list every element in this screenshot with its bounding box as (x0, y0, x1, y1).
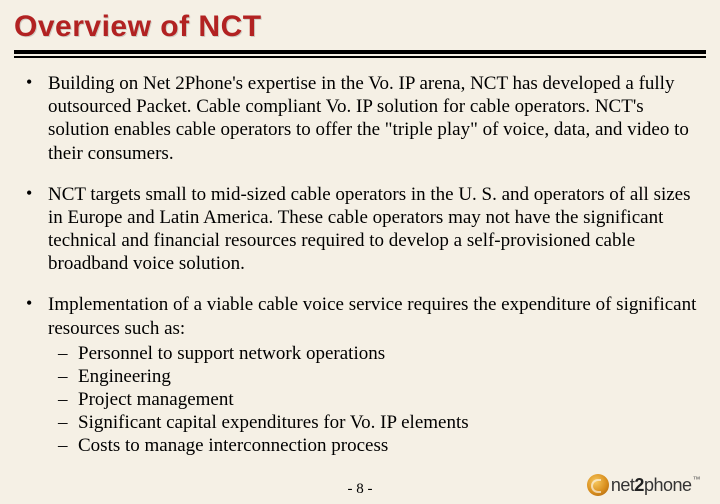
logo-prefix: net (611, 475, 635, 495)
bullet-list: Building on Net 2Phone's expertise in th… (18, 72, 702, 458)
slide-title: Overview of NCT (0, 0, 720, 48)
bullet-item: Building on Net 2Phone's expertise in th… (18, 72, 702, 165)
logo-bold: 2 (634, 475, 644, 495)
slide-content: Building on Net 2Phone's expertise in th… (0, 58, 720, 458)
sub-bullet-item: Costs to manage interconnection process (48, 434, 702, 457)
bullet-text: Implementation of a viable cable voice s… (48, 294, 696, 338)
logo-globe-icon (587, 474, 609, 496)
bullet-text: NCT targets small to mid-sized cable ope… (48, 184, 691, 275)
logo-tm: ™ (693, 475, 701, 484)
logo-text: net2phone™ (611, 475, 700, 496)
bullet-text: Building on Net 2Phone's expertise in th… (48, 73, 689, 164)
sub-bullet-item: Project management (48, 388, 702, 411)
slide: Overview of NCT Building on Net 2Phone's… (0, 0, 720, 504)
sub-bullet-item: Personnel to support network operations (48, 342, 702, 365)
sub-bullet-item: Significant capital expenditures for Vo.… (48, 411, 702, 434)
logo: net2phone™ (587, 474, 700, 496)
title-rule (14, 50, 706, 58)
sub-bullet-list: Personnel to support network operations … (48, 342, 702, 458)
bullet-item: NCT targets small to mid-sized cable ope… (18, 183, 702, 276)
sub-bullet-item: Engineering (48, 365, 702, 388)
logo-suffix: phone (644, 475, 692, 495)
bullet-item: Implementation of a viable cable voice s… (18, 293, 702, 457)
